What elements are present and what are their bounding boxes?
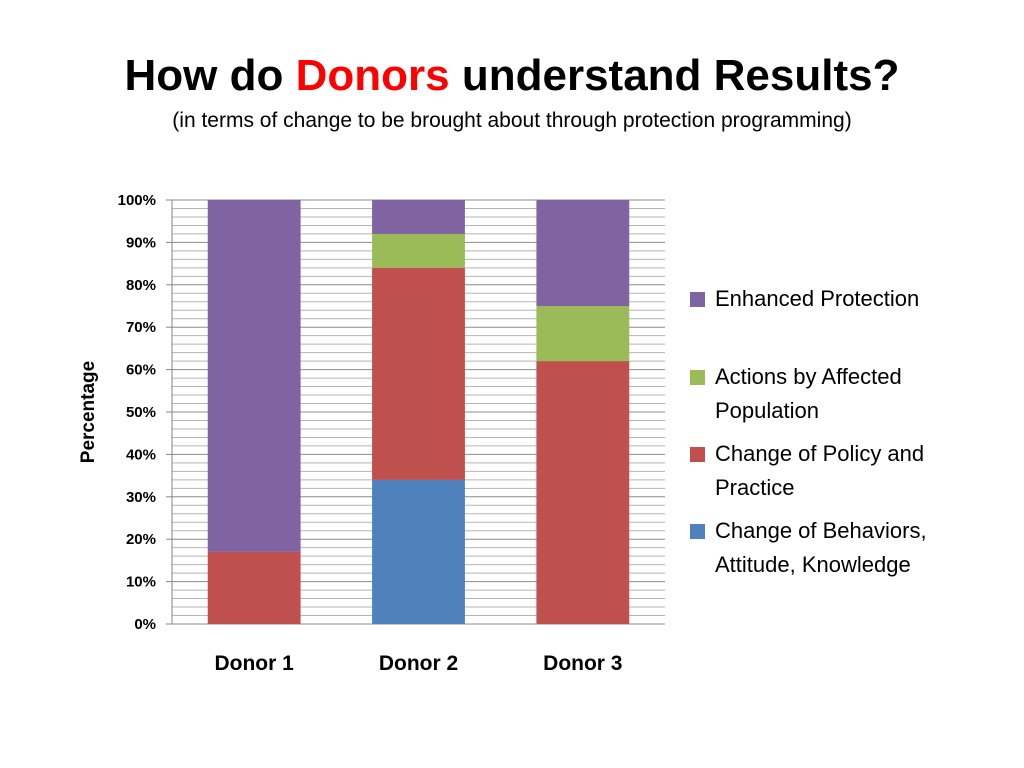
- legend-swatch: [690, 370, 705, 385]
- y-tick-label: 40%: [126, 446, 156, 463]
- x-tick-label: Donor 3: [543, 652, 622, 675]
- page-title: How do Donors understand Results?: [0, 48, 1024, 104]
- legend-label: Change of Policy and Practice: [715, 441, 925, 500]
- y-tick-label: 20%: [126, 531, 156, 548]
- bar-segment: [207, 551, 301, 624]
- legend-item: Actions by Affected Population: [690, 360, 990, 428]
- legend-swatch: [690, 447, 705, 462]
- y-tick-label: 70%: [126, 319, 156, 336]
- legend-label: Enhanced Protection: [715, 286, 920, 311]
- title-prefix: How do: [124, 51, 296, 100]
- bar-segment: [372, 200, 465, 234]
- y-tick-label: 80%: [126, 277, 156, 294]
- legend-item: Change of Policy and Practice: [690, 437, 990, 505]
- y-tick-label: 30%: [126, 489, 156, 506]
- title-highlight: Donors: [295, 51, 450, 100]
- legend-item: Enhanced Protection: [690, 282, 990, 316]
- y-tick-label: 50%: [126, 404, 156, 421]
- y-tick-label: 0%: [134, 616, 156, 633]
- title-block: How do Donors understand Results? (in te…: [0, 48, 1024, 134]
- legend-item: Change of Behaviors, Attitude, Knowledge: [690, 514, 990, 582]
- page-subtitle: (in terms of change to be brought about …: [172, 109, 852, 132]
- legend-swatch: [690, 292, 705, 307]
- y-axis-title: Percentage: [78, 361, 99, 463]
- y-tick-label: 10%: [126, 574, 156, 591]
- x-tick-label: Donor 1: [214, 652, 294, 675]
- bar-segment: [372, 233, 465, 268]
- legend-swatch: [690, 524, 705, 539]
- bar-segment: [536, 200, 630, 306]
- y-tick-label: 100%: [118, 192, 156, 209]
- legend-label: Change of Behaviors, Attitude, Knowledge: [715, 518, 927, 577]
- bar-segment: [372, 267, 465, 480]
- y-tick-label: 60%: [126, 362, 156, 379]
- y-tick-label: 90%: [126, 234, 156, 251]
- legend-label: Actions by Affected Population: [715, 364, 902, 423]
- title-suffix: understand Results?: [449, 51, 900, 100]
- x-tick-label: Donor 2: [379, 652, 458, 675]
- bar-segment: [536, 306, 630, 362]
- bar-segment: [372, 479, 465, 624]
- bar-segment: [536, 361, 630, 624]
- bar-segment: [207, 200, 301, 552]
